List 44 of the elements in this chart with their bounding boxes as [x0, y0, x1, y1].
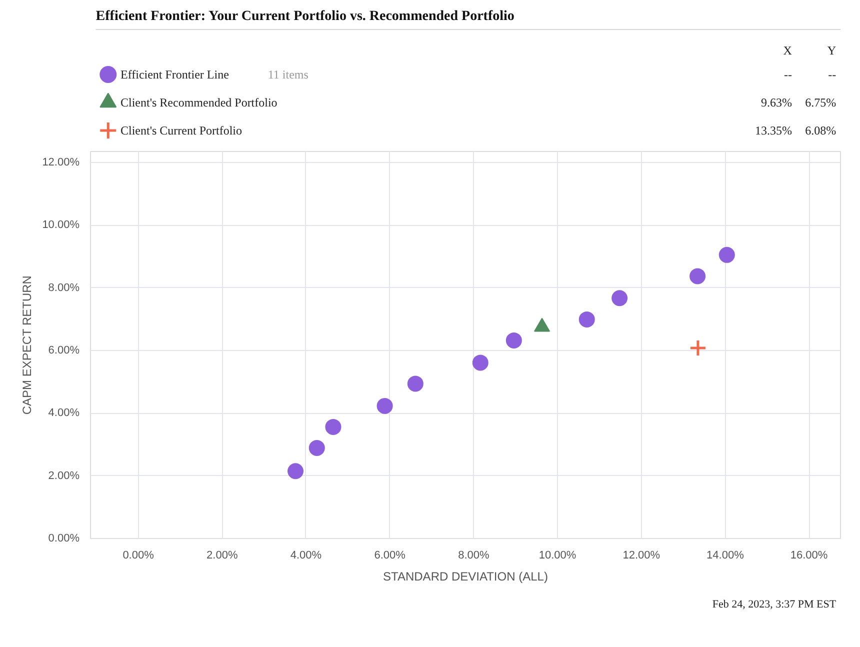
text: X	[783, 44, 792, 58]
point	[689, 339, 707, 357]
point	[578, 311, 595, 328]
point	[690, 268, 706, 284]
point	[288, 463, 304, 480]
point	[308, 440, 325, 456]
legend-label: Efficient Frontier Line	[120, 68, 229, 82]
y-tick-label: 0.00%	[48, 532, 80, 544]
x-tick-label: 10.00%	[538, 550, 576, 562]
y-axis-title: CAPM EXPECT RETURN	[20, 276, 34, 415]
x-tick-label: 4.00%	[290, 550, 322, 562]
text: 9.63%	[760, 96, 792, 110]
point	[376, 398, 393, 414]
text: 11 items	[268, 68, 309, 82]
point	[407, 376, 424, 392]
chart-title: Efficient Frontier: Your Current Portfolio vs. Recommended Portfolio	[96, 9, 514, 24]
y-tick-label: 10.00%	[42, 219, 80, 232]
y-tick-label: 4.00%	[48, 407, 80, 420]
text: Y	[827, 44, 836, 58]
text: --	[784, 68, 792, 82]
point	[325, 418, 342, 435]
text: Feb 24, 2023, 3:37 PM EST	[712, 598, 836, 610]
x-tick-label: 2.00%	[206, 550, 238, 562]
text: 13.35%	[754, 124, 792, 138]
y-tick-label: 2.00%	[48, 470, 80, 482]
point	[472, 354, 488, 371]
point	[612, 290, 628, 306]
y-tick-label: 6.00%	[48, 344, 80, 356]
y-tick-label: 12.00%	[42, 156, 80, 168]
x-tick-label: 16.00%	[790, 550, 828, 562]
x-tick-label: 6.00%	[374, 550, 406, 562]
legend-label: Client's Current Portfolio	[120, 124, 242, 138]
point	[506, 332, 522, 348]
x-tick-label: 0.00%	[122, 550, 154, 562]
point	[718, 246, 735, 263]
x-axis-title: STANDARD DEVIATION (ALL)	[383, 570, 548, 584]
y-tick-label: 8.00%	[48, 282, 80, 294]
text: 6.75%	[805, 96, 836, 110]
x-tick-label: 12.00%	[622, 550, 660, 562]
text: 6.08%	[805, 124, 836, 138]
x-tick-label: 14.00%	[706, 550, 744, 562]
text: --	[828, 68, 836, 82]
legend-label: Client's Recommended Portfolio	[120, 96, 278, 110]
x-tick-label: 8.00%	[458, 550, 490, 562]
